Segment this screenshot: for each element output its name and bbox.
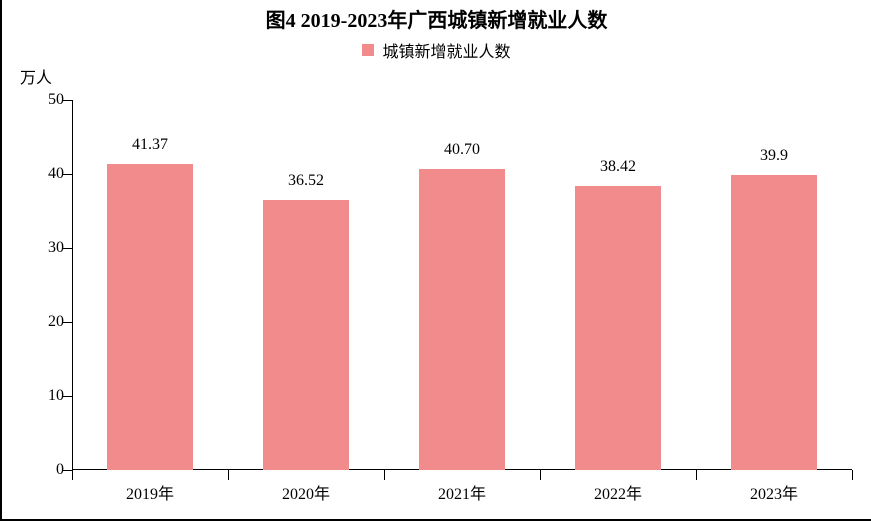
plot-area: 01020304050 2019年2020年2021年2022年2023年 41…: [72, 100, 852, 470]
bar-value-label: 36.52: [246, 172, 366, 190]
bar-value-label: 41.37: [90, 136, 210, 154]
y-tick-label: 20: [24, 313, 64, 331]
bar: [731, 175, 817, 470]
chart-legend: 城镇新增就业人数: [2, 38, 871, 62]
x-tick: [72, 470, 73, 480]
bar-value-label: 40.70: [402, 141, 522, 159]
x-tick-label: 2023年: [714, 480, 834, 504]
legend-swatch: [362, 44, 374, 56]
x-tick: [852, 470, 853, 480]
x-tick: [384, 470, 385, 480]
y-axis: [72, 100, 73, 470]
legend-label: 城镇新增就业人数: [382, 44, 510, 61]
y-tick-label: 50: [24, 91, 64, 109]
x-tick-label: 2021年: [402, 480, 522, 504]
x-tick: [696, 470, 697, 480]
x-tick-label: 2022年: [558, 480, 678, 504]
y-tick-label: 30: [24, 239, 64, 257]
x-tick: [228, 470, 229, 480]
y-tick-label: 0: [24, 461, 64, 479]
bar: [575, 186, 661, 470]
y-tick-label: 40: [24, 165, 64, 183]
y-axis-label: 万人: [20, 64, 52, 88]
bar-value-label: 38.42: [558, 158, 678, 176]
bar: [419, 169, 505, 470]
x-tick-label: 2019年: [90, 480, 210, 504]
bar: [107, 164, 193, 470]
bar-value-label: 39.9: [714, 147, 834, 165]
bar: [263, 200, 349, 470]
chart-title: 图4 2019-2023年广西城镇新增就业人数: [2, 4, 871, 33]
y-tick-label: 10: [24, 387, 64, 405]
x-tick: [540, 470, 541, 480]
chart-container: 图4 2019-2023年广西城镇新增就业人数 城镇新增就业人数 万人 0102…: [0, 0, 871, 521]
x-tick-label: 2020年: [246, 480, 366, 504]
